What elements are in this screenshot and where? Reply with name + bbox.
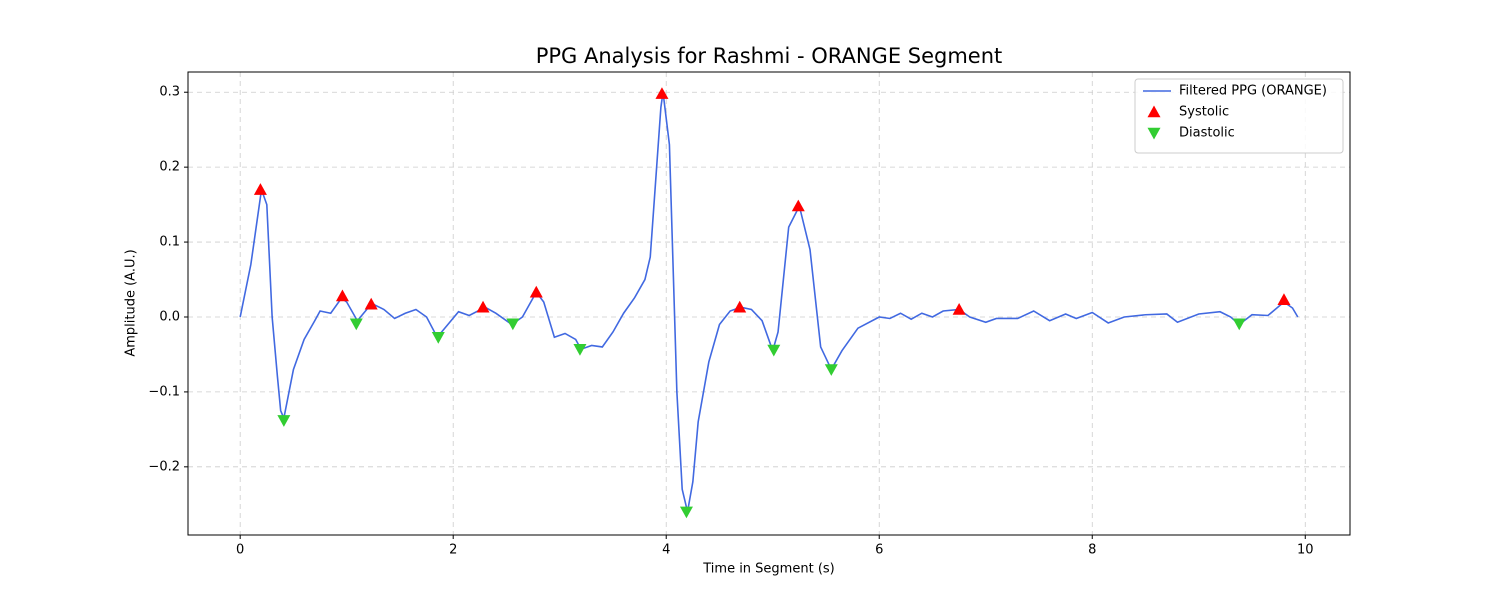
peak-marker: [506, 318, 520, 331]
peak-marker: [733, 300, 747, 313]
peak-marker: [791, 199, 805, 212]
legend: Filtered PPG (ORANGE) Systolic Diastolic: [1134, 78, 1344, 154]
peak-marker: [349, 318, 363, 331]
x-tick-label: 2: [449, 543, 457, 558]
peak-marker: [253, 183, 267, 195]
peak-marker: [679, 506, 693, 519]
peak-marker: [655, 87, 669, 99]
x-tick-label: 0: [236, 543, 244, 558]
x-tick-label: 6: [875, 543, 883, 558]
y-axis-label: Amplitude (A.U.): [124, 249, 139, 356]
legend-swatch: [1147, 127, 1161, 140]
peak-marker: [364, 297, 378, 310]
peak-marker: [335, 289, 349, 302]
chart-title: PPG Analysis for Rashmi - ORANGE Segment: [536, 44, 1003, 68]
peak-marker: [767, 344, 781, 357]
peak-marker: [573, 344, 587, 356]
legend-label: Systolic: [1179, 105, 1229, 120]
peak-marker: [431, 332, 445, 344]
peak-marker: [1277, 293, 1291, 305]
peak-marker: [1232, 318, 1246, 331]
peak-marker: [277, 415, 291, 427]
peak-marker: [476, 300, 490, 313]
x-tick-label: 10: [1297, 543, 1314, 558]
x-tick-label: 8: [1088, 543, 1096, 558]
legend-label: Diastolic: [1179, 126, 1235, 141]
y-tick-label: −0.1: [148, 384, 180, 399]
y-tick-label: −0.2: [148, 459, 180, 474]
y-tick-label: 0.2: [159, 160, 180, 175]
legend-swatch: [1147, 105, 1161, 118]
axes-frame: [187, 71, 1351, 536]
y-tick-label: 0.1: [159, 235, 180, 250]
legend-box: [1134, 78, 1344, 154]
x-axis-label: Time in Segment (s): [702, 562, 834, 577]
peak-marker: [529, 285, 543, 298]
y-tick-label: 0.3: [159, 85, 180, 100]
y-tick-label: 0.0: [159, 309, 180, 324]
legend-label: Filtered PPG (ORANGE): [1179, 84, 1327, 99]
peak-marker: [824, 364, 838, 376]
x-tick-label: 4: [662, 543, 670, 558]
peak-marker: [952, 302, 966, 315]
